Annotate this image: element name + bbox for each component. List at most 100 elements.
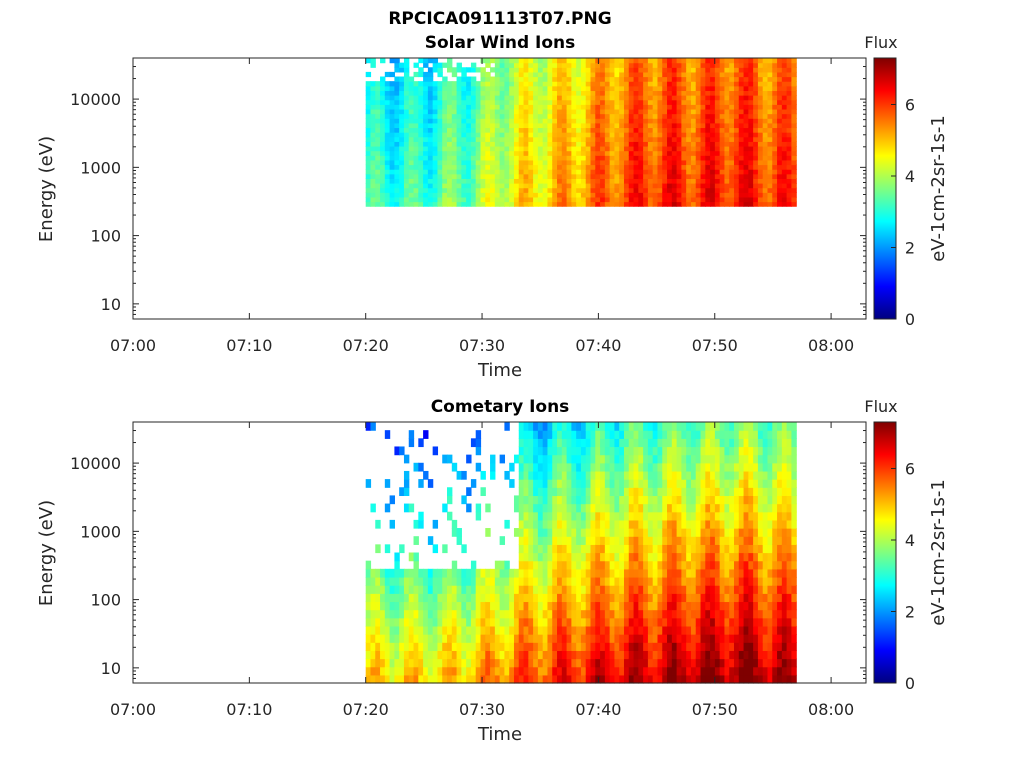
heatmap-cell (375, 674, 381, 684)
heatmap-cell (743, 173, 749, 179)
heatmap-cell (710, 76, 716, 82)
heatmap-cell (609, 503, 616, 513)
heatmap-cell (748, 136, 754, 142)
heatmap-cell (561, 511, 568, 521)
heatmap-cell (566, 552, 572, 562)
heatmap-cell (695, 118, 702, 124)
heatmap-cell (447, 159, 453, 166)
heatmap-cell (667, 519, 673, 529)
heatmap-cell (719, 85, 726, 92)
heatmap-cell (719, 81, 726, 87)
heatmap-cell (566, 67, 572, 73)
heatmap-cell (652, 544, 659, 554)
heatmap-cell (724, 155, 730, 161)
heatmap-cell (705, 487, 711, 497)
heatmap-cell (652, 150, 659, 156)
heatmap-cell (762, 145, 769, 152)
heatmap-cell (466, 118, 472, 124)
heatmap-cell (595, 625, 601, 635)
heatmap-cell (623, 593, 630, 603)
heatmap-cell (724, 666, 730, 676)
heatmap-cell (423, 71, 429, 78)
heatmap-cell (690, 136, 697, 142)
heatmap-cell (714, 470, 721, 480)
heatmap-cell (365, 422, 372, 431)
heatmap-cell (748, 196, 754, 203)
heatmap-cell (585, 108, 592, 115)
heatmap-cell (667, 511, 673, 521)
heatmap-cell (389, 187, 395, 193)
heatmap-cell (667, 617, 673, 627)
heatmap-cell (523, 438, 529, 448)
heatmap-cell (638, 95, 644, 101)
heatmap-cell (681, 201, 687, 207)
heatmap-cell (384, 430, 391, 439)
heatmap-cell (384, 609, 391, 619)
heatmap-cell (509, 141, 515, 147)
heatmap-cell (399, 122, 405, 129)
heatmap-cell (609, 642, 616, 651)
heatmap-cell (466, 169, 472, 175)
heatmap-cell (547, 576, 553, 586)
heatmap-cell (427, 601, 434, 611)
heatmap-cell (365, 104, 372, 110)
heatmap-cell (724, 462, 730, 472)
heatmap-cell (604, 90, 611, 96)
heatmap-cell (370, 601, 376, 611)
heatmap-cell (509, 76, 515, 82)
heatmap-cell (700, 544, 706, 554)
heatmap-cell (614, 132, 620, 138)
heatmap-cell (734, 438, 740, 448)
heatmap-cell (690, 609, 697, 619)
heatmap-cell (576, 145, 582, 152)
heatmap-cell (667, 674, 673, 684)
heatmap-cell (580, 71, 587, 78)
heatmap-cell (657, 90, 663, 96)
heatmap-cell (676, 99, 682, 105)
heatmap-cell (542, 150, 549, 156)
heatmap-cell (571, 183, 577, 189)
heatmap-cell (537, 169, 544, 175)
heatmap-cell (609, 169, 616, 175)
heatmap-cell (671, 141, 678, 147)
heatmap-cell (542, 666, 549, 676)
heatmap-cell (671, 67, 678, 73)
heatmap-cell (686, 642, 692, 651)
heatmap-cell (590, 658, 596, 668)
heatmap-cell (561, 187, 568, 193)
heatmap-cell (600, 544, 606, 554)
heatmap-cell (442, 625, 448, 635)
heatmap-cell (777, 178, 783, 184)
heatmap-cell (528, 99, 534, 105)
heatmap-cell (509, 62, 515, 68)
heatmap-cell (676, 674, 682, 684)
heatmap-cell (380, 164, 386, 170)
heatmap-cell (542, 58, 549, 64)
heatmap-cell (480, 201, 486, 207)
heatmap-cell (518, 201, 525, 207)
heatmap-cell (403, 99, 410, 105)
heatmap-cell (671, 422, 678, 431)
heatmap-cell (499, 674, 506, 684)
heatmap-cell (461, 159, 467, 166)
heatmap-cell (413, 178, 419, 184)
heatmap-cell (705, 568, 711, 578)
heatmap-cell (686, 617, 692, 627)
heatmap-cell (652, 187, 659, 193)
heatmap-cell (523, 76, 529, 82)
heatmap-cell (600, 552, 606, 562)
heatmap-cell (399, 625, 405, 635)
heatmap-cell (647, 470, 654, 480)
heatmap-cell (580, 593, 587, 603)
heatmap-cell (690, 58, 697, 64)
heatmap-cell (490, 136, 496, 142)
heatmap-cell (533, 642, 539, 651)
heatmap-cell (724, 58, 730, 64)
heatmap-cell (442, 169, 448, 175)
heatmap-cell (427, 479, 434, 488)
heatmap-cell (542, 104, 549, 110)
heatmap-cell (657, 658, 663, 668)
heatmap-cell (528, 544, 534, 554)
heatmap-cell (580, 528, 587, 537)
heatmap-cell (671, 155, 678, 161)
